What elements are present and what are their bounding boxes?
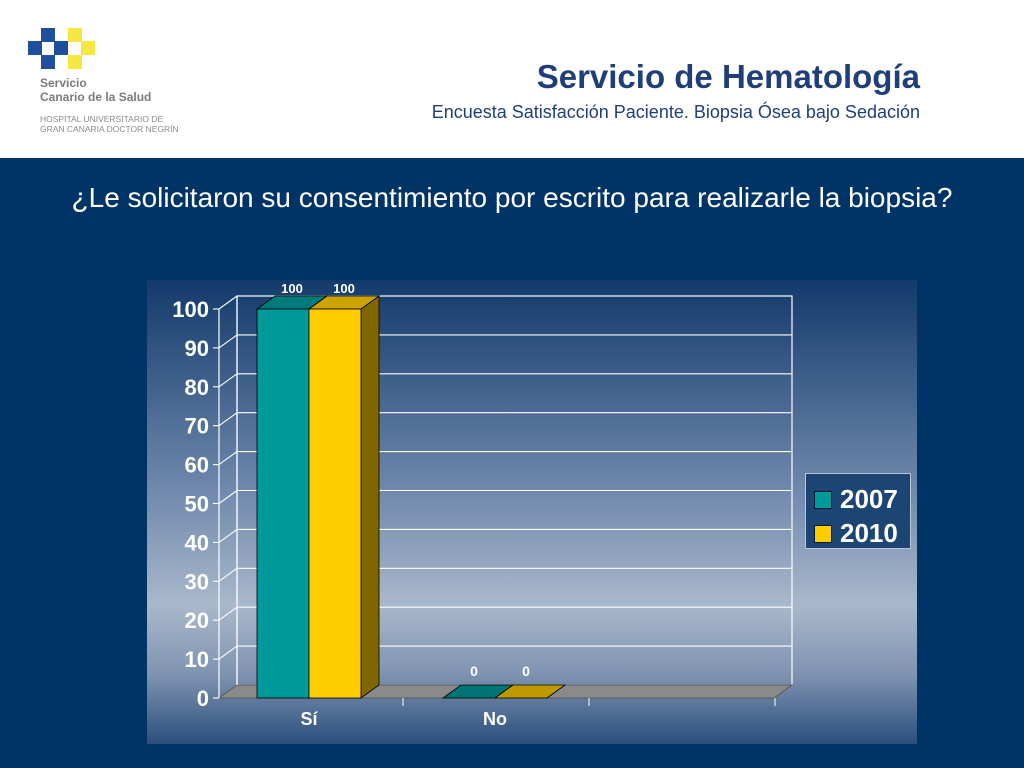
side-gridline [218,490,238,504]
y-tick-label: 50 [185,492,209,517]
side-gridline [218,606,238,621]
y-tick-label: 40 [185,530,209,555]
side-gridline [218,334,238,349]
logo-square-top-blue [41,28,55,42]
side-gridline [218,412,238,427]
y-tick-label: 0 [197,686,209,711]
bar-2010-si-side [360,295,380,699]
data-label-2010-si: 100 [333,281,355,296]
y-tick-label: 10 [185,647,209,672]
bar-2007-si [256,308,310,699]
y-tick-label: 30 [185,569,209,594]
y-axis-ticks: 0 10 20 30 40 50 60 70 80 90 100 [172,297,219,711]
page-title: Servicio de Hematología [536,58,920,95]
legend-item-2010: 2010 [814,518,898,549]
servicio-canario-logo [28,28,95,69]
hospital-line-1: HOSPITAL UNIVERSITARIO DE [40,114,164,124]
chart-data-labels: 100 100 0 0 [281,281,530,679]
x-axis-categories: Sí No [300,698,776,729]
side-gridline [218,528,238,543]
hospital-name: HOSPITAL UNIVERSITARIO DE GRAN CANARIA D… [40,114,179,134]
x-category-label: No [483,709,507,729]
hospital-line-2: GRAN CANARIA DOCTOR NEGRÍN [40,124,179,134]
legend-label-2010: 2010 [840,518,898,548]
side-gridline [218,373,238,388]
legend-swatch-2007 [814,490,832,509]
logo-square-mid-blue [54,41,68,55]
bar-2010-no-top [493,684,567,699]
chart-bars [255,295,567,699]
side-gridline [218,645,238,660]
logo-square-right-yellow [81,41,95,55]
side-gridline [218,295,238,310]
page-subtitle: Encuesta Satisfacción Paciente. Biopsia … [431,102,920,122]
slide-header: Servicio Canario de la Salud HOSPITAL UN… [0,0,1024,158]
side-gridline [218,451,238,466]
legend-item-2007: 2007 [814,484,898,515]
side-gridline [218,567,238,582]
y-tick-label: 100 [172,297,209,322]
x-category-label: Sí [300,709,318,729]
y-tick-label: 70 [185,414,209,439]
organization-name: Servicio Canario de la Salud [40,76,151,104]
y-tick-label: 80 [185,375,209,400]
logo-square-top-yellow [68,28,82,42]
y-tick-label: 20 [185,608,209,633]
legend-swatch-2010 [814,524,832,543]
legend-label-2007: 2007 [840,484,898,514]
org-line-2: Canario de la Salud [40,90,152,104]
data-label-2010-no: 0 [522,663,530,679]
logo-square-left-blue [28,41,42,55]
bar-2010-si [308,308,362,699]
data-label-2007-si: 100 [281,281,303,296]
org-line-1: Servicio [40,76,87,90]
y-tick-label: 60 [185,453,209,478]
logo-square-bottom-yellow [68,55,82,69]
logo-square-bottom-blue [41,55,55,69]
chart-legend: 2007 2010 [805,473,911,549]
y-tick-label: 90 [185,336,209,361]
survey-question: ¿Le solicitaron su consentimiento por es… [71,182,953,213]
data-label-2007-no: 0 [470,663,478,679]
